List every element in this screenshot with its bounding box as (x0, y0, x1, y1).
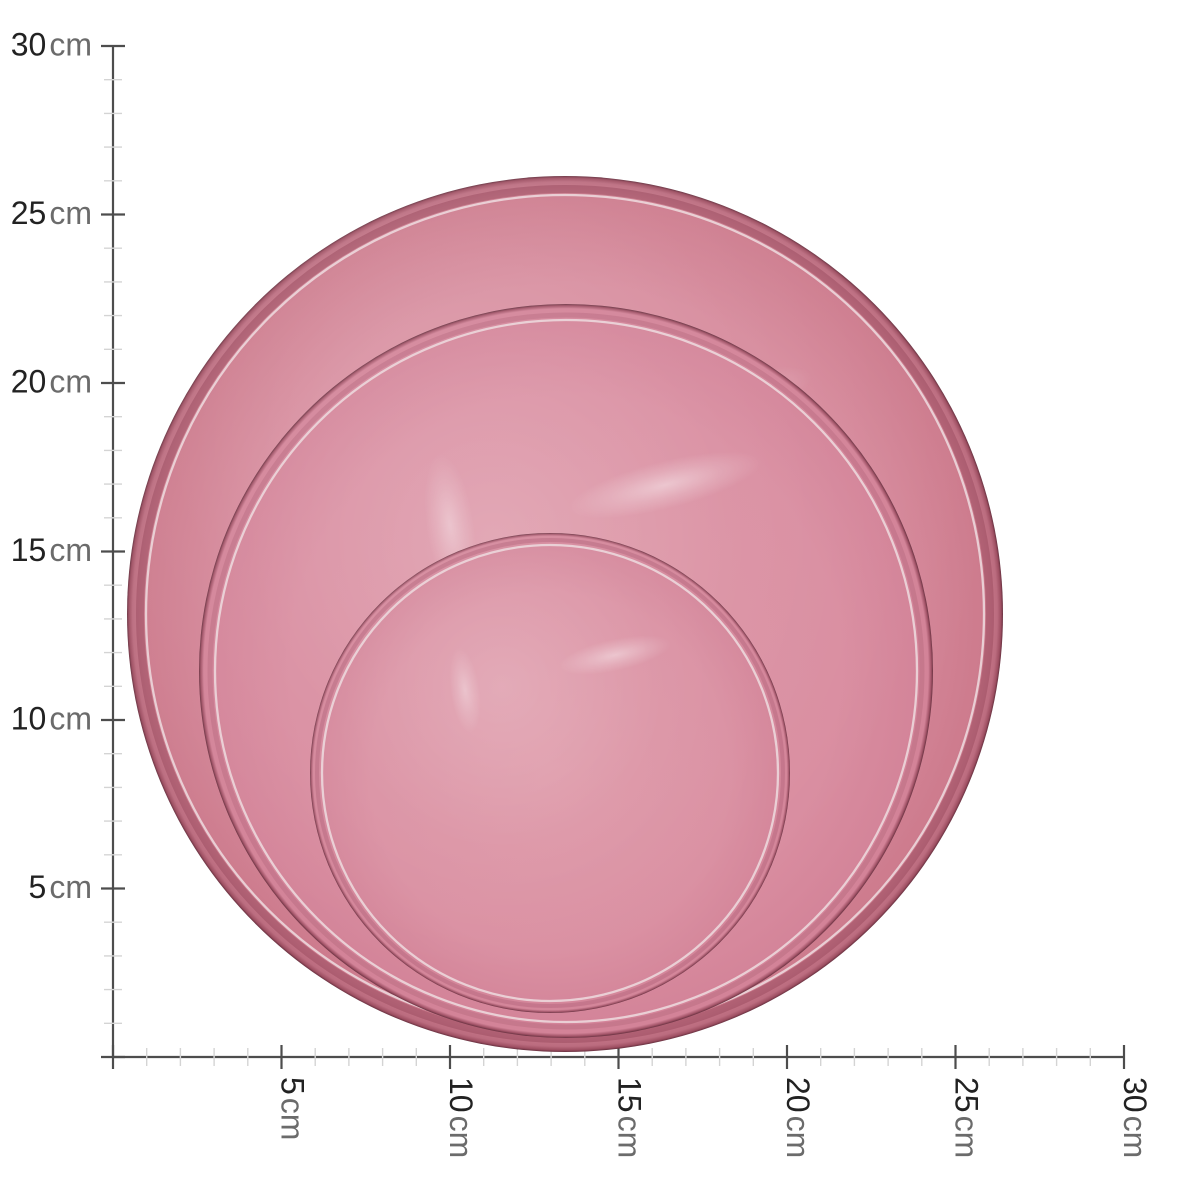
svg-text:30cm: 30cm (1117, 1077, 1153, 1158)
svg-text:15cm: 15cm (612, 1077, 648, 1158)
svg-text:25cm: 25cm (11, 195, 92, 231)
svg-text:20cm: 20cm (11, 364, 92, 400)
svg-text:30cm: 30cm (11, 27, 92, 63)
svg-text:15cm: 15cm (11, 532, 92, 568)
svg-text:20cm: 20cm (780, 1077, 816, 1158)
svg-text:5cm: 5cm (29, 869, 92, 905)
svg-text:10cm: 10cm (11, 701, 92, 737)
svg-text:25cm: 25cm (949, 1077, 985, 1158)
svg-text:10cm: 10cm (443, 1077, 479, 1158)
svg-text:5cm: 5cm (275, 1077, 311, 1140)
